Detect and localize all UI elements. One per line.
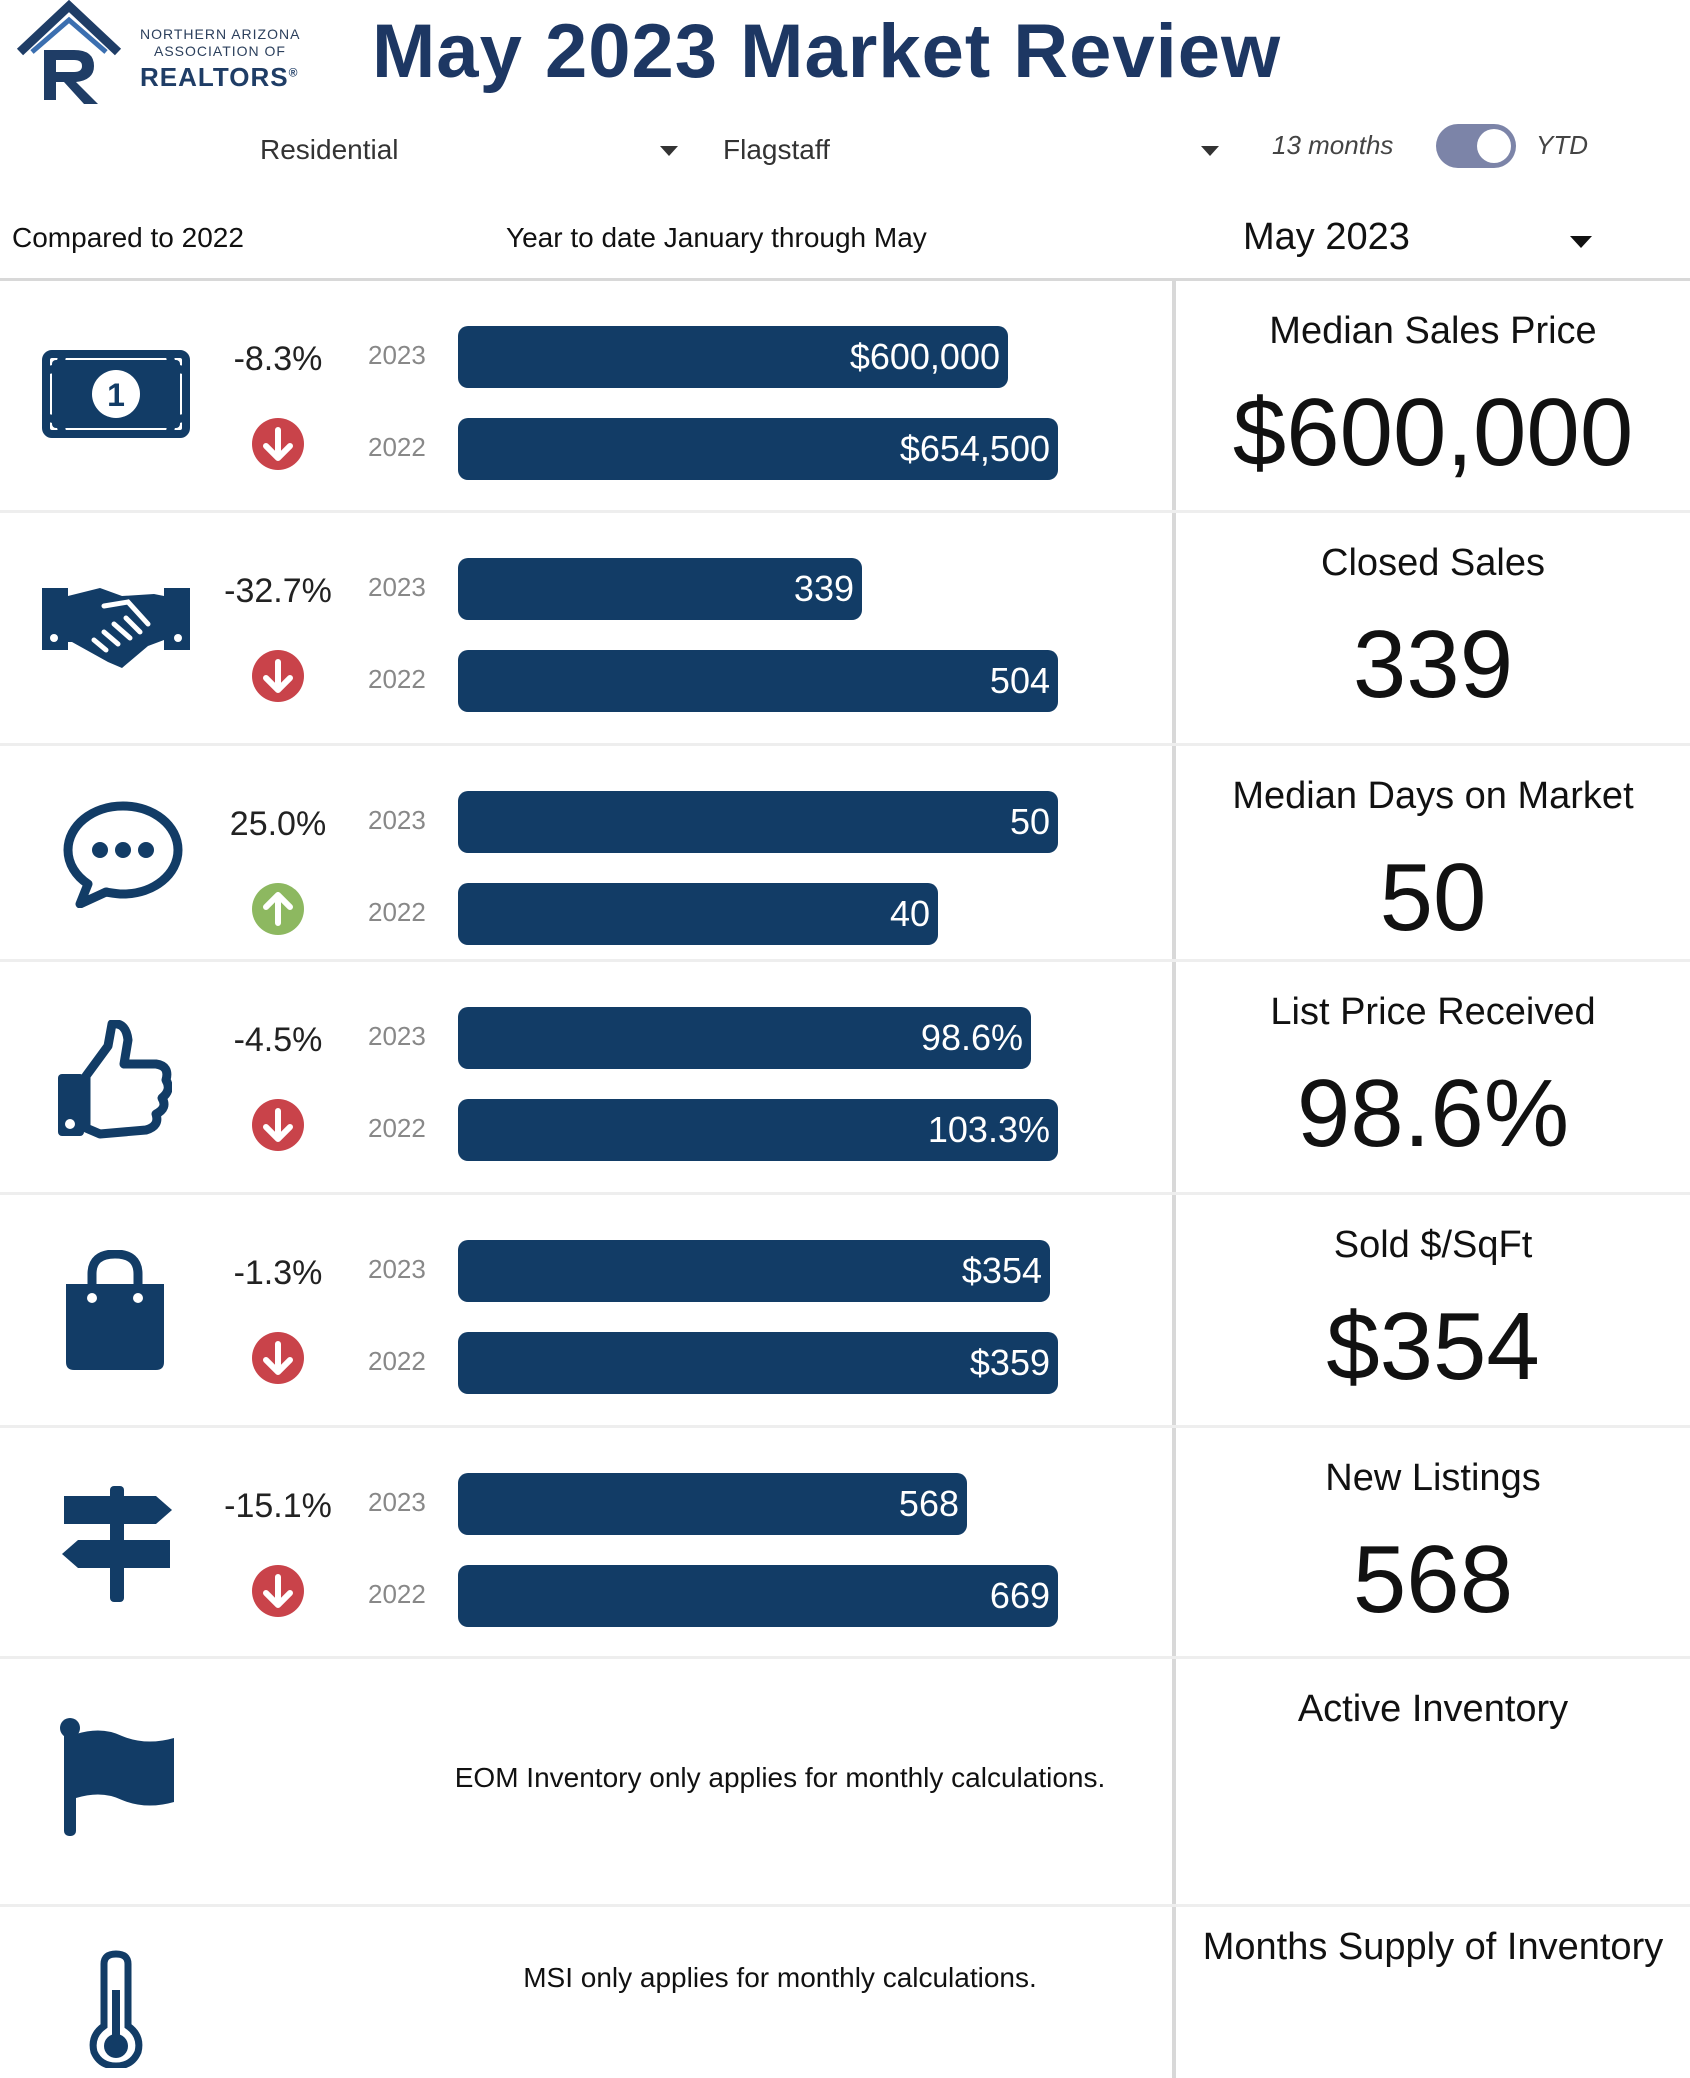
inventory-note: EOM Inventory only applies for monthly c… (454, 1762, 1106, 1793)
property-type-value: Residential (260, 134, 399, 165)
percent-change: -15.1% (224, 1487, 332, 1525)
row-divider (0, 510, 1690, 513)
metric-value: 98.6% (1296, 1060, 1570, 1167)
bar-prior-year: $359 (458, 1332, 1058, 1394)
toggle-label-13-months: 13 months (1272, 130, 1394, 160)
month-value: May 2023 (1243, 216, 1410, 258)
metric-value: $600,000 (1232, 379, 1634, 486)
column-divider (1172, 280, 1176, 2078)
year-label: 2022 (368, 1346, 426, 1376)
arrow-down-icon (252, 1099, 304, 1151)
arrow-down-icon (252, 418, 304, 470)
thermometer-icon (89, 1950, 143, 2068)
bar-current-year: $354 (458, 1240, 1050, 1302)
bar-current-year: 339 (458, 558, 862, 620)
year-label: 2022 (368, 664, 426, 694)
msi-title: Months Supply of Inventory (1202, 1926, 1664, 1968)
money-icon: 1 (42, 350, 190, 438)
property-type-dropdown[interactable]: Residential (260, 128, 690, 172)
arrow-down-icon (252, 650, 304, 702)
year-label: 2023 (368, 340, 426, 370)
bar-prior-year: 504 (458, 650, 1058, 712)
percent-change: -8.3% (233, 340, 323, 378)
header-divider (0, 278, 1690, 281)
metric-title: Closed Sales (1321, 542, 1545, 584)
bar-current-year: 50 (458, 791, 1058, 853)
bar-current-year: 98.6% (458, 1007, 1031, 1069)
metric-title: Median Sales Price (1269, 310, 1597, 352)
metric-title: New Listings (1325, 1457, 1541, 1499)
bar-current-year: $600,000 (458, 326, 1008, 388)
chat-bubble-icon (63, 801, 183, 908)
logo-line-1: NORTHERN ARIZONA (140, 26, 301, 42)
area-dropdown[interactable]: Flagstaff (723, 128, 1233, 172)
toggle-knob (1477, 129, 1511, 163)
year-label: 2022 (368, 1113, 426, 1143)
handshake-icon (42, 588, 190, 668)
metric-value: 50 (1379, 844, 1487, 951)
year-label: 2022 (368, 897, 426, 927)
percent-change: -4.5% (233, 1021, 323, 1059)
page-title: May 2023 Market Review (372, 9, 1282, 94)
metric-value: 339 (1352, 611, 1514, 718)
date-range-label: Year to date January through May (506, 222, 927, 253)
realtors-house-icon (16, 0, 122, 104)
arrow-down-icon (252, 1565, 304, 1617)
bar-prior-year: 40 (458, 883, 938, 945)
comparison-label: Compared to 2022 (12, 222, 244, 253)
metric-title: List Price Received (1270, 991, 1596, 1033)
logo-line-2: ASSOCIATION OF (154, 43, 286, 59)
year-label: 2022 (368, 1579, 426, 1609)
metric-title: Sold $/SqFt (1333, 1224, 1533, 1266)
metric-value: 568 (1352, 1526, 1514, 1633)
year-label: 2023 (368, 1021, 426, 1051)
arrow-up-icon (252, 883, 304, 935)
chevron-down-icon[interactable] (1570, 236, 1592, 248)
year-label: 2023 (368, 805, 426, 835)
logo-line-3: REALTORS® (140, 62, 299, 92)
year-label: 2023 (368, 1254, 426, 1284)
msi-note: MSI only applies for monthly calculation… (523, 1962, 1037, 1993)
bar-prior-year: $654,500 (458, 418, 1058, 480)
arrow-down-icon (252, 1332, 304, 1384)
signpost-icon (62, 1486, 172, 1602)
bar-current-year: 568 (458, 1473, 967, 1535)
row-divider (0, 1904, 1690, 1907)
percent-change: -1.3% (233, 1254, 323, 1292)
percent-change: -32.7% (224, 572, 332, 610)
year-label: 2022 (368, 432, 426, 462)
flag-icon (60, 1718, 174, 1836)
svg-text:1: 1 (107, 377, 125, 413)
percent-change: 25.0% (229, 805, 327, 843)
chevron-down-icon (660, 146, 678, 156)
row-divider (0, 959, 1690, 962)
year-label: 2023 (368, 1487, 426, 1517)
thumbs-up-icon (58, 1020, 172, 1139)
row-divider (0, 1656, 1690, 1659)
row-divider (0, 743, 1690, 746)
shopping-bag-icon (66, 1250, 164, 1370)
toggle-label-ytd: YTD (1536, 130, 1588, 160)
metric-title: Median Days on Market (1232, 775, 1634, 817)
chevron-down-icon (1201, 146, 1219, 156)
row-divider (0, 1192, 1690, 1195)
metric-value: $354 (1326, 1293, 1540, 1400)
period-toggle[interactable] (1436, 124, 1516, 168)
active-inventory-title: Active Inventory (1297, 1688, 1569, 1730)
month-selector[interactable]: May 2023 (1243, 216, 1410, 259)
bar-prior-year: 669 (458, 1565, 1058, 1627)
association-logo: NORTHERN ARIZONA ASSOCIATION OF REALTORS… (14, 0, 314, 112)
year-label: 2023 (368, 572, 426, 602)
area-value: Flagstaff (723, 134, 830, 165)
bar-prior-year: 103.3% (458, 1099, 1058, 1161)
row-divider (0, 1425, 1690, 1428)
